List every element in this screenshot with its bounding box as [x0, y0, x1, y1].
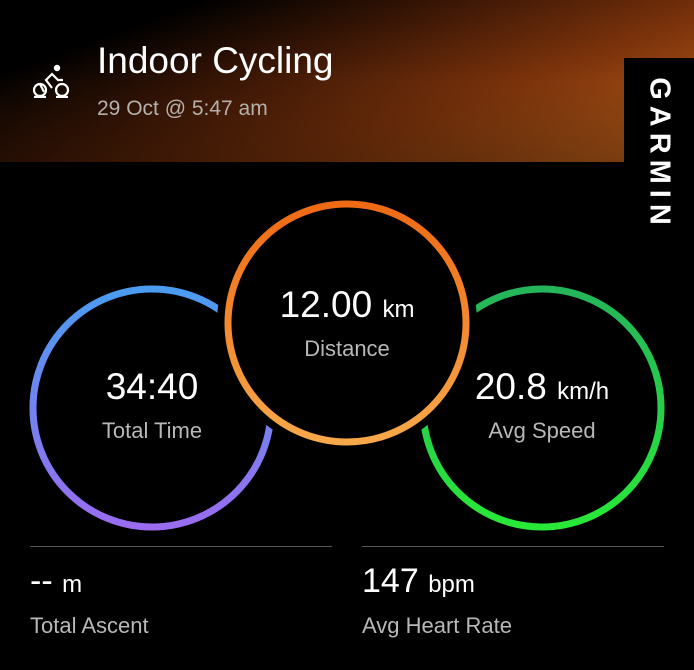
total-ascent-unit: m [62, 571, 83, 598]
avg-speed-unit: km/h [557, 378, 610, 405]
avg-speed-label: Avg Speed [488, 418, 596, 443]
total-time-value: 34:40 [105, 366, 199, 407]
avg-heart-rate-value: 147 [362, 562, 419, 600]
distance-ring [224, 200, 470, 446]
distance-unit: km [382, 296, 415, 323]
stat-rings [29, 200, 665, 531]
divider [362, 546, 664, 547]
activity-date: 29 Oct @ 5:47 am [97, 97, 268, 120]
activity-title: Indoor Cycling [97, 40, 334, 81]
divider [30, 546, 332, 547]
avg-speed-stat: 20.8 km/h Avg Speed [432, 366, 652, 444]
total-ascent-stat: -- m Total Ascent [30, 562, 149, 639]
total-time-label: Total Time [101, 418, 203, 443]
indoor-cycling-icon [32, 64, 70, 98]
garmin-logo: GARMIN [624, 58, 694, 250]
distance-stat: 12.00 km Distance [237, 284, 457, 362]
avg-heart-rate-label: Avg Heart Rate [362, 613, 513, 638]
total-ascent-label: Total Ascent [30, 613, 149, 638]
distance-value: 12.00 [279, 284, 373, 325]
distance-label: Distance [304, 336, 390, 361]
total-ascent-value: -- [30, 562, 53, 600]
avg-speed-value: 20.8 [474, 366, 547, 407]
avg-heart-rate-unit: bpm [428, 571, 475, 598]
avg-heart-rate-stat: 147 bpm Avg Heart Rate [362, 562, 512, 639]
total-time-stat: 34:40 Total Time [42, 366, 262, 444]
activity-header [0, 0, 694, 162]
